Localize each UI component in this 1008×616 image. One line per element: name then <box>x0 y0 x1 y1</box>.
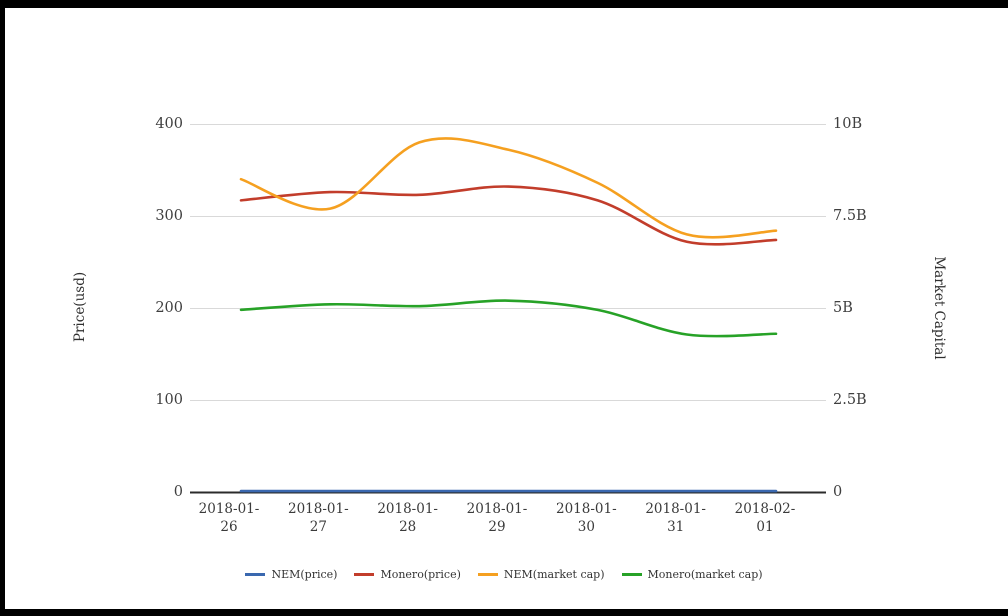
x-tick-2018-01-26: 2018-01- 26 <box>181 501 277 536</box>
x-tick-line2: 31 <box>667 518 685 535</box>
x-tick-2018-01-29: 2018-01- 29 <box>449 501 545 536</box>
chart-legend: NEM(price) Monero(price) NEM(market cap) Mo… <box>0 565 1008 583</box>
legend-label: NEM(price) <box>271 567 338 581</box>
legend-swatch-nem-market-cap <box>477 572 498 576</box>
y-tick-rightside-7-5b: 7.5B <box>833 208 867 224</box>
x-tick-2018-01-31: 2018-01- 31 <box>628 501 724 536</box>
screen-border-top <box>0 0 1008 8</box>
y-tick-rightside-5b: 5B <box>833 300 853 316</box>
series-line-monero-market-cap <box>239 299 778 338</box>
legend-item-monero-market-cap[interactable]: Monero(market cap) <box>621 567 763 581</box>
legend-label: NEM(market cap) <box>503 567 605 581</box>
y-tick-leftside-100: 100 <box>155 392 183 408</box>
x-tick-line2: 28 <box>399 518 417 535</box>
x-tick-line1: 2018-01- <box>466 501 528 517</box>
x-tick-line1: 2018-01- <box>198 501 260 517</box>
x-tick-2018-01-27: 2018-01- 27 <box>270 501 366 536</box>
x-tick-2018-01-28: 2018-01- 28 <box>360 501 456 536</box>
x-tick-line2: 01 <box>756 518 774 535</box>
x-tick-line1: 2018-01- <box>377 501 438 517</box>
x-tick-line2: 26 <box>220 518 238 535</box>
legend-item-nem-market-cap[interactable]: NEM(market cap) <box>477 567 605 581</box>
screen-border-bottom <box>0 609 1008 616</box>
x-tick-line2: 30 <box>577 518 595 535</box>
x-tick-line2: 29 <box>488 518 506 535</box>
legend-item-nem-price[interactable]: NEM(price) <box>245 568 337 581</box>
y-tick-leftside-400: 400 <box>155 116 183 132</box>
legend-item-monero-price[interactable]: Monero(price) <box>354 567 461 581</box>
y-tick-leftside-0: 0 <box>173 484 183 500</box>
y-tick-leftside-200: 200 <box>155 300 183 316</box>
y-tick-rightside-2-5b: 2.5B <box>833 392 867 408</box>
x-tick-line1: 2018-02- <box>734 501 796 517</box>
x-tick-line1: 2018-01- <box>287 501 349 517</box>
series-line-nem-market-cap <box>239 137 778 239</box>
x-tick-line1: 2018-01- <box>555 501 617 517</box>
series-line-monero-price <box>239 185 778 246</box>
x-tick-line2: 27 <box>309 518 327 535</box>
y-tick-leftside-300: 300 <box>155 208 183 224</box>
legend-label: Monero(price) <box>380 567 461 581</box>
y-tick-rightside-0: 0 <box>833 484 843 500</box>
x-tick-line1: 2018-01- <box>645 501 706 517</box>
legend-swatch-monero-price <box>354 572 375 576</box>
x-tick-2018-01-30: 2018-01- 30 <box>538 501 634 536</box>
legend-swatch-monero-market-cap <box>621 572 642 576</box>
x-tick-2018-02-01: 2018-02- 01 <box>717 501 813 536</box>
screen-border-left <box>0 0 5 616</box>
y-tick-rightside-10b: 10B <box>833 116 863 132</box>
legend-label: Monero(market cap) <box>647 567 763 581</box>
legend-swatch-nem-price <box>245 572 266 576</box>
